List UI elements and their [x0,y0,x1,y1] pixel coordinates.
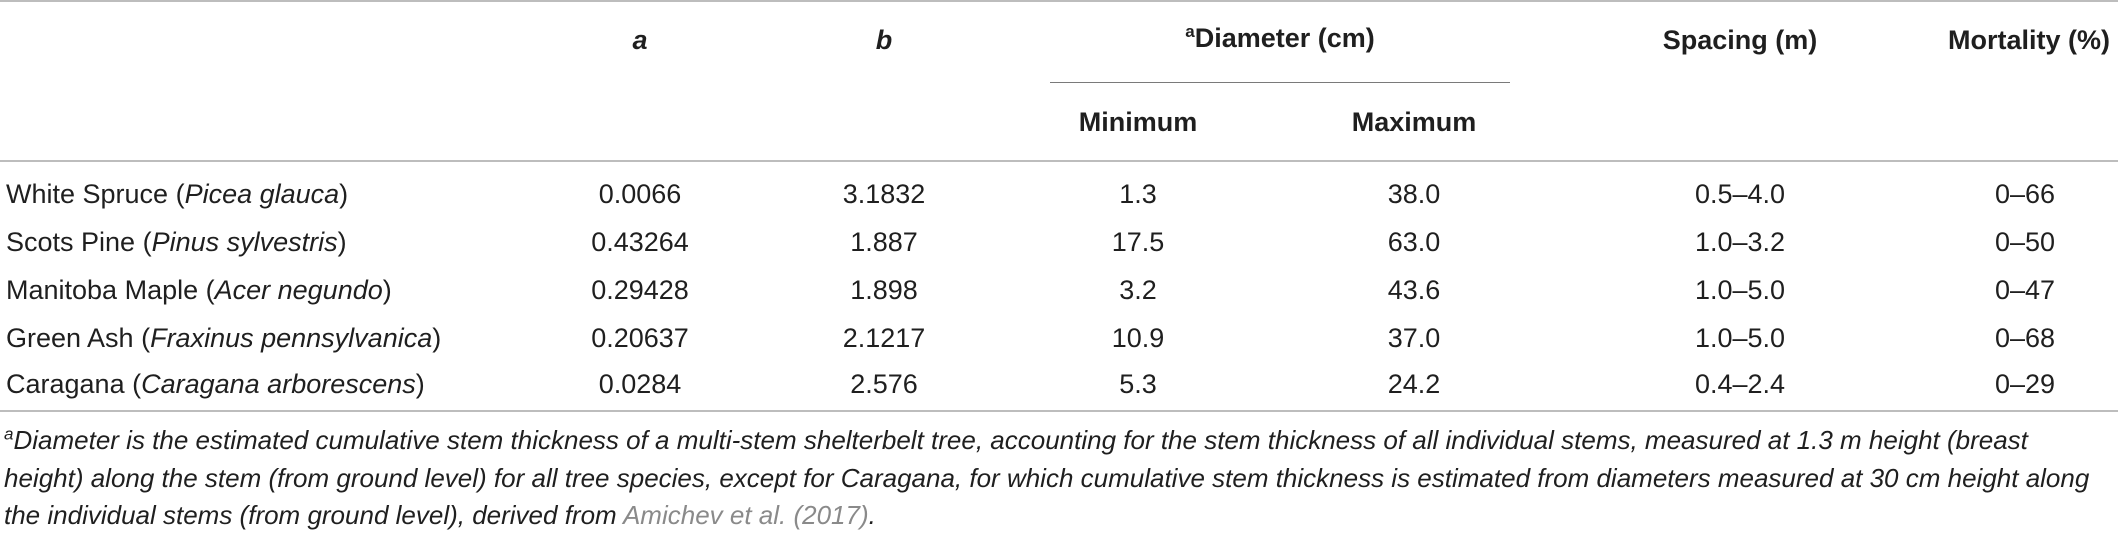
value-a: 0.20637 [591,323,689,353]
header-minimum: Minimum [1078,107,1198,137]
value-min: 1.3 [1119,179,1157,209]
value-spacing: 0.5–4.0 [1694,179,1786,209]
header-a: a [632,25,648,55]
value-a: 0.43264 [591,227,689,257]
value-b: 2.1217 [842,323,926,353]
header-bottom-rule [0,160,2118,162]
header-mortality: Mortality (%) [1948,25,2110,55]
value-mortality: 0–66 [1994,179,2056,209]
value-spacing: 1.0–5.0 [1694,275,1786,305]
header-maximum: Maximum [1351,107,1477,137]
value-max: 37.0 [1387,323,1441,353]
species-name: White Spruce (Picea glauca) [6,179,349,209]
table-footnote: aDiameter is the estimated cumulative st… [4,422,2114,535]
header-b: b [875,25,893,55]
value-b: 1.887 [850,227,918,257]
footnote-text: Diameter is the estimated cumulative ste… [4,425,2090,530]
species-name: Caragana (Caragana arborescens) [6,369,425,399]
species-name: Green Ash (Fraxinus pennsylvanica) [6,323,442,353]
species-name: Manitoba Maple (Acer negundo) [6,275,392,305]
value-mortality: 0–68 [1994,323,2056,353]
value-min: 3.2 [1119,275,1157,305]
value-b: 2.576 [850,369,918,399]
header-diameter: aDiameter (cm) [1185,22,1375,53]
header-spacing: Spacing (m) [1662,25,1818,55]
value-max: 43.6 [1387,275,1441,305]
citation-link[interactable]: Amichev et al. (2017) [622,500,869,530]
value-spacing: 1.0–5.0 [1694,323,1786,353]
value-mortality: 0–50 [1994,227,2056,257]
table-bottom-rule [0,410,2118,412]
value-mortality: 0–47 [1994,275,2056,305]
value-max: 24.2 [1387,369,1441,399]
value-a: 0.0284 [598,369,682,399]
footnote-end: . [868,500,876,530]
value-mortality: 0–29 [1994,369,2056,399]
value-b: 1.898 [850,275,918,305]
diameter-subheader-rule [1050,82,1510,83]
value-a: 0.29428 [591,275,689,305]
value-spacing: 1.0–3.2 [1694,227,1786,257]
value-b: 3.1832 [842,179,926,209]
table-top-rule [0,0,2118,2]
value-max: 63.0 [1387,227,1441,257]
value-a: 0.0066 [598,179,682,209]
footnote-marker: a [4,424,14,444]
value-spacing: 0.4–2.4 [1694,369,1786,399]
value-min: 5.3 [1119,369,1157,399]
value-min: 17.5 [1111,227,1165,257]
value-max: 38.0 [1387,179,1441,209]
value-min: 10.9 [1111,323,1165,353]
species-name: Scots Pine (Pinus sylvestris) [6,227,347,257]
